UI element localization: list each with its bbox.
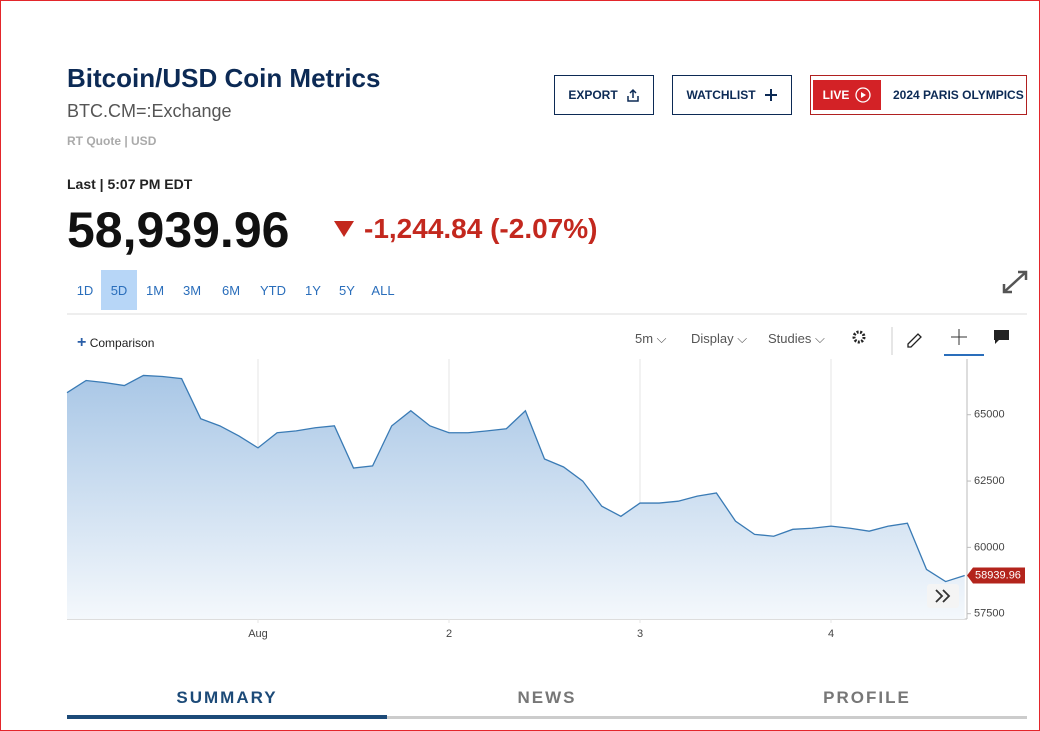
symbol: BTC.CM=:Exchange	[67, 101, 232, 121]
label: 5m	[635, 331, 654, 346]
label: Studies	[768, 331, 812, 346]
label: EXPORT	[568, 88, 618, 102]
range-button[interactable]: 5D	[101, 270, 137, 310]
range-button[interactable]: ALL	[371, 282, 395, 298]
crosshair-icon[interactable]	[951, 329, 967, 345]
tab[interactable]: PROFILE	[823, 688, 911, 707]
icon	[626, 88, 639, 102]
area	[67, 375, 965, 619]
y-tick-label: 60000	[974, 541, 1005, 553]
tab[interactable]: NEWS	[517, 688, 577, 707]
live-button[interactable]: LIVE 2024 PARIS OLYMPICS	[810, 75, 1027, 115]
down-arrow	[334, 221, 354, 237]
tab[interactable]: SUMMARY	[176, 688, 278, 707]
change: -1,244.84 (-2.07%)	[364, 213, 598, 244]
export-button[interactable]: EXPORT	[554, 75, 654, 115]
range-button[interactable]: 5Y	[339, 282, 355, 298]
icon	[764, 89, 777, 101]
x-tick-label: Aug	[248, 628, 268, 640]
range-button[interactable]: 6M	[221, 282, 241, 298]
expand-icon[interactable]	[1001, 269, 1029, 295]
range-button[interactable]: 1Y	[305, 282, 321, 298]
tool-icons	[852, 327, 1009, 356]
y-tick-label: 57500	[974, 608, 1005, 620]
label: 2024 PARIS OLYMPICS	[893, 88, 1024, 102]
x-tick-label: 2	[446, 628, 452, 640]
last-label: Last | 5:07 PM EDT	[67, 176, 193, 192]
comparison[interactable]: + Comparison	[77, 334, 155, 351]
quote-type: RT Quote | USD	[67, 134, 157, 148]
y-tick-label: 62500	[974, 475, 1005, 487]
comment-icon[interactable]	[994, 330, 1009, 344]
studies[interactable]: Studies ⌵	[768, 331, 825, 346]
last-value-badge	[967, 567, 1025, 584]
range-button[interactable]: 3M	[182, 282, 202, 298]
label: Display	[691, 331, 734, 346]
scroll-button[interactable]	[927, 584, 959, 608]
last-value-label: 58939.96	[975, 569, 1021, 581]
watchlist-button[interactable]: WATCHLIST	[672, 75, 792, 115]
settings-icon[interactable]	[852, 330, 866, 344]
range-button[interactable]: YTD	[260, 282, 286, 298]
tab-rail	[67, 716, 1027, 719]
y-tick-label: 65000	[974, 409, 1005, 421]
icon	[855, 87, 871, 103]
range-button[interactable]: 1D	[76, 282, 94, 298]
x-tick-label: 4	[828, 628, 834, 640]
interval[interactable]: 5m ⌵	[635, 331, 667, 346]
label: Comparison	[89, 336, 155, 350]
draw-icon[interactable]	[907, 333, 922, 348]
live-badge: LIVE	[813, 80, 881, 110]
label: LIVE	[822, 88, 850, 102]
line	[66, 374, 965, 583]
x-tick-label: 3	[637, 628, 643, 640]
price: 58,939.96	[67, 202, 290, 258]
title: Bitcoin/USD Coin Metrics	[67, 63, 381, 93]
display[interactable]: Display ⌵	[691, 331, 748, 346]
label: WATCHLIST	[686, 88, 756, 102]
range-button[interactable]: 1M	[145, 282, 165, 298]
active-tab-bar	[67, 715, 387, 719]
